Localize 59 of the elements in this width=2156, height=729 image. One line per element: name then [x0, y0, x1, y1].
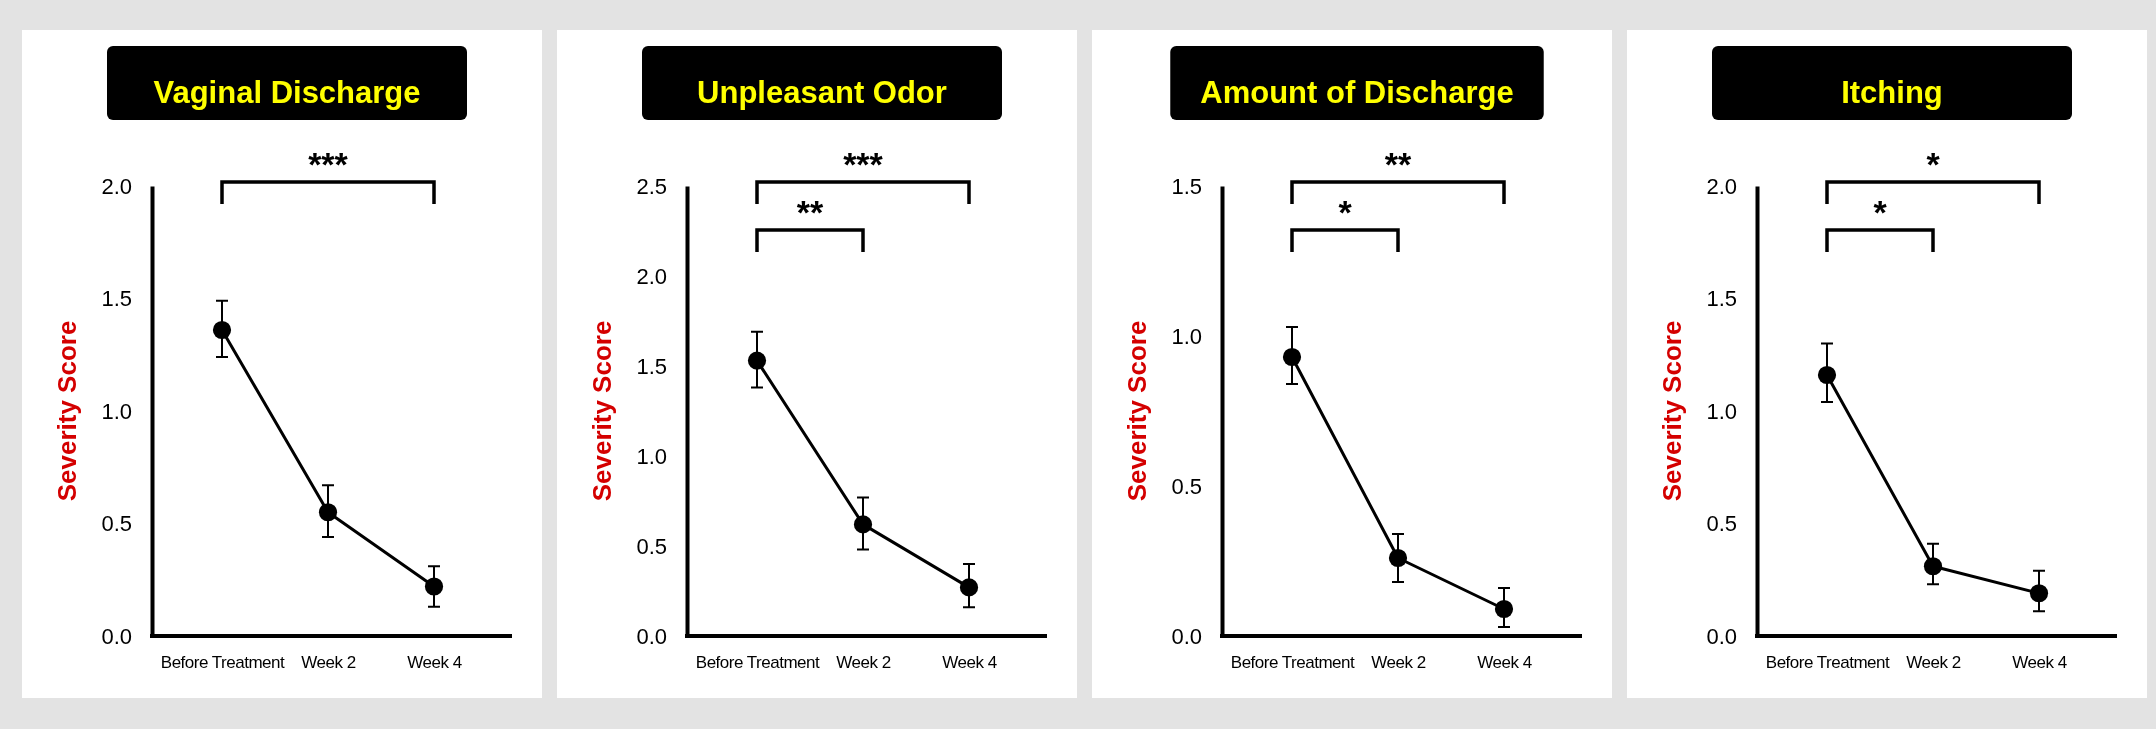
x-tick-label: Week 2 [1371, 653, 1426, 673]
point [2029, 584, 2049, 603]
y-axis-title: Severity Score [52, 320, 82, 502]
text: * [1926, 145, 1941, 183]
y-tick-label: 0.0 [636, 623, 667, 649]
y-tick-label: 1.0 [1171, 323, 1202, 349]
y-tick-label: 0.0 [1171, 623, 1202, 649]
x-tick-label: Week 2 [301, 653, 356, 673]
point [424, 577, 444, 596]
y-tick-label: 1.5 [1171, 173, 1202, 199]
chart-title: Itching [1841, 74, 1943, 110]
y-tick-label: 0.5 [636, 533, 667, 559]
x-tick-label: Week 2 [1906, 653, 1961, 673]
annotation: ** [796, 193, 824, 231]
y-tick-label: 0.5 [1171, 473, 1202, 499]
annotation: * [1873, 193, 1888, 231]
y-tick-label: 2.5 [636, 173, 667, 199]
x-tick-label: Week 4 [2012, 653, 2067, 673]
text: ** [1384, 145, 1412, 183]
point [1388, 548, 1408, 568]
x-tick-label: Week 4 [407, 653, 462, 673]
y-tick-label: 0.5 [1706, 511, 1737, 537]
point [853, 515, 873, 534]
chart-title: Vaginal Discharge [153, 74, 421, 110]
y-tick-label: 1.0 [636, 443, 667, 469]
y-axis-title: Severity Score [587, 320, 617, 502]
x-tick-label: Before Treatment [160, 653, 285, 673]
y-tick-label: 1.5 [101, 286, 132, 312]
text: *** [308, 145, 349, 183]
point [318, 503, 338, 522]
annotation: * [1338, 193, 1353, 231]
x-tick-label: Week 4 [942, 653, 997, 673]
x-tick-label: Week 2 [836, 653, 891, 673]
y-axis-title: Severity Score [1657, 320, 1687, 502]
y-tick-label: 2.0 [101, 173, 132, 199]
y-tick-label: 1.5 [636, 353, 667, 379]
x-tick-label: Before Treatment [695, 653, 820, 673]
y-tick-label: 1.0 [101, 398, 132, 424]
point [1817, 365, 1837, 385]
point [747, 351, 767, 370]
y-tick-label: 2.0 [636, 263, 667, 289]
chart-title: Amount of Discharge [1200, 74, 1514, 110]
point [212, 320, 232, 340]
y-tick-label: 0.0 [101, 623, 132, 649]
y-tick-label: 1.0 [1706, 398, 1737, 424]
y-tick-label: 2.0 [1706, 173, 1737, 199]
point [1494, 599, 1514, 619]
point [959, 578, 979, 597]
text: *** [843, 145, 884, 183]
x-tick-label: Before Treatment [1765, 653, 1890, 673]
y-tick-label: 0.0 [1706, 623, 1737, 649]
x-tick-label: Week 4 [1477, 653, 1532, 673]
y-tick-label: 0.5 [101, 511, 132, 537]
x-tick-label: Before Treatment [1230, 653, 1355, 673]
y-tick-label: 1.5 [1706, 286, 1737, 312]
chart-title: Unpleasant Odor [697, 74, 947, 110]
y-axis-title: Severity Score [1122, 320, 1152, 502]
point [1923, 557, 1943, 576]
point [1282, 347, 1302, 367]
